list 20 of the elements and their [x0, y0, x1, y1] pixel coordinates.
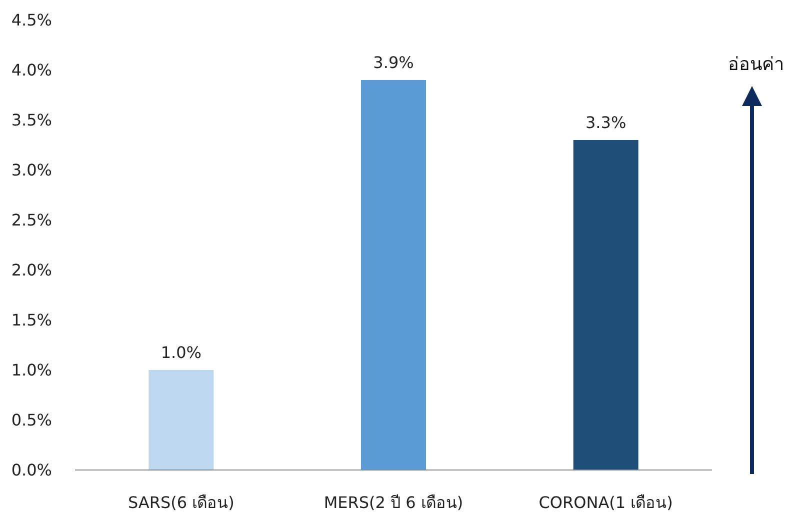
- data-label: 1.0%: [160, 343, 202, 362]
- y-tick-label: 3.5%: [11, 110, 52, 130]
- data-label: 3.9%: [373, 53, 414, 72]
- y-tick-label: 2.0%: [11, 260, 52, 280]
- y-tick-label: 1.0%: [11, 360, 52, 380]
- bar: [573, 140, 638, 470]
- y-tick-label: 0.5%: [11, 410, 52, 430]
- x-tick-label: MERS(2 ปี 6 เดือน): [324, 493, 464, 512]
- bar: [148, 370, 214, 470]
- y-tick-label: 1.5%: [11, 310, 52, 330]
- y-tick-label: 4.5%: [11, 10, 52, 30]
- data-label: 3.3%: [586, 113, 626, 132]
- bar: [361, 80, 426, 470]
- x-tick-label: CORONA(1 เดือน): [538, 493, 673, 512]
- y-tick-label: 0.0%: [11, 460, 52, 480]
- y-tick-label: 2.5%: [11, 210, 52, 230]
- text: อ่อนค่า: [728, 54, 784, 75]
- y-tick-label: 3.0%: [11, 160, 52, 180]
- x-tick-label: SARS(6 เดือน): [128, 493, 234, 512]
- y-tick-label: 4.0%: [11, 60, 52, 80]
